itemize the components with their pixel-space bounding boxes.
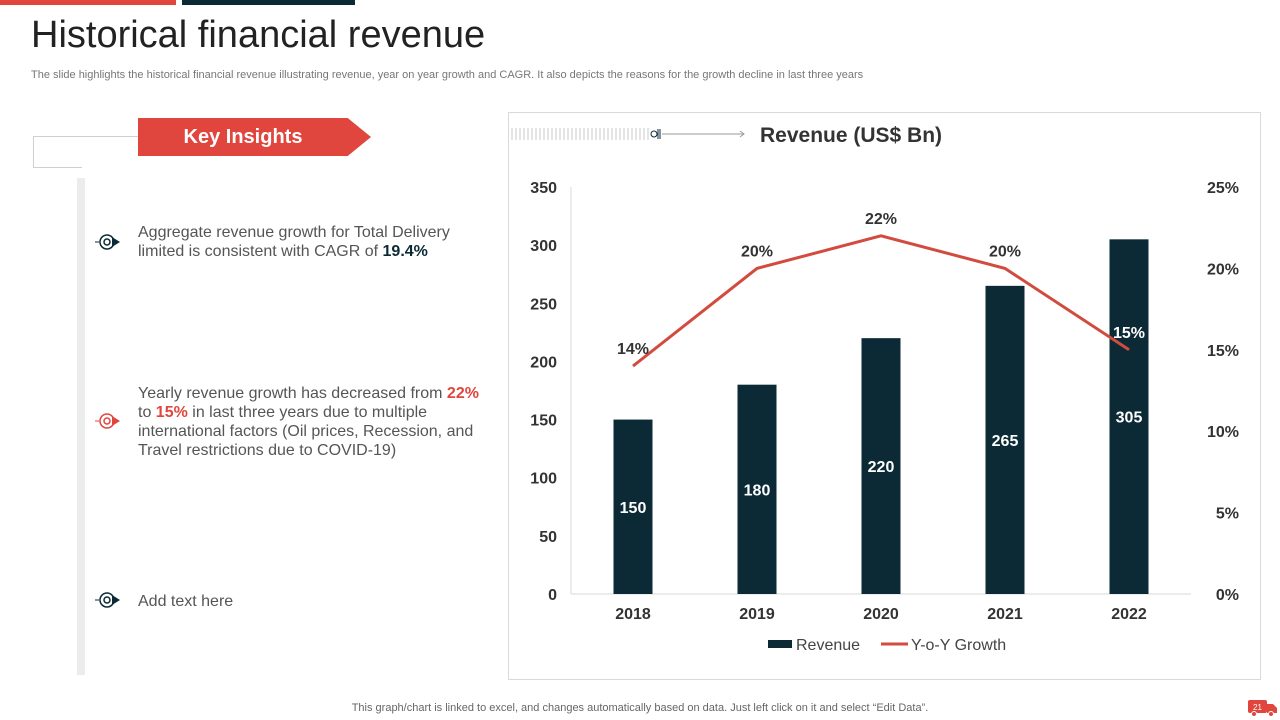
revenue-bar	[985, 285, 1025, 594]
revenue-bar	[1109, 239, 1149, 594]
insight-item-1: Aggregate revenue growth for Total Deliv…	[138, 223, 483, 261]
y-left-tick-label: 0	[548, 587, 557, 604]
top-accent-bar-dark	[182, 0, 355, 5]
growth-data-label: 20%	[989, 243, 1021, 260]
page-number-badge: 21	[1248, 700, 1277, 717]
revenue-data-label: 220	[868, 459, 895, 476]
page-number: 21	[1253, 703, 1262, 712]
revenue-data-label: 265	[992, 433, 1019, 450]
y-right-tick-label: 25%	[1207, 180, 1239, 197]
top-accent-bar-red	[0, 0, 176, 5]
insight-item-3: Add text here	[138, 592, 483, 611]
growth-data-label: 20%	[741, 243, 773, 260]
y-right-tick-label: 15%	[1207, 343, 1239, 360]
insight-2-value-from: 22%	[446, 385, 479, 402]
revenue-bar	[613, 419, 653, 594]
x-tick-label: 2022	[1111, 606, 1147, 623]
y-right-tick-label: 10%	[1207, 424, 1239, 441]
x-tick-label: 2020	[863, 606, 899, 623]
revenue-data-label: 150	[620, 500, 647, 517]
insight-1-cagr-value: 19.4%	[382, 243, 428, 260]
revenue-chart: Revenue (US$ Bn) 0 50 100 150 200 250 300 350 0%…	[511, 124, 1239, 654]
x-tick-label: 2018	[615, 606, 651, 623]
y-right-tick-label: 0%	[1216, 587, 1239, 604]
chart-title: Revenue (US$ Bn)	[760, 124, 942, 147]
y-right-tick-label: 20%	[1207, 261, 1239, 278]
bracket-link-line	[81, 136, 138, 137]
legend-label-growth: Y-o-Y Growth	[911, 637, 1006, 654]
growth-line	[632, 234, 1130, 368]
y-left-tick-label: 350	[530, 180, 557, 197]
legend-swatch-revenue	[768, 640, 792, 648]
growth-data-label: 22%	[865, 211, 897, 228]
y-left-tick-label: 100	[530, 471, 557, 488]
insight-1-text: Aggregate revenue growth for Total Deliv…	[138, 224, 450, 260]
y-left-tick-label: 250	[530, 296, 557, 313]
target-icon	[95, 234, 120, 250]
growth-data-label: 14%	[617, 341, 649, 358]
revenue-data-label: 180	[744, 482, 771, 499]
footer-note: This graph/chart is linked to excel, and…	[351, 702, 929, 714]
target-icon	[95, 413, 120, 429]
insight-item-2: Yearly revenue growth has decreased from…	[138, 384, 483, 460]
y-left-tick-label: 300	[530, 238, 557, 255]
y-left-tick-label: 50	[539, 529, 557, 546]
y-left-tick-label: 150	[530, 413, 557, 430]
key-insights-banner	[138, 118, 371, 156]
chart-header-decoration	[511, 128, 745, 140]
insight-2-text-a: Yearly revenue growth has decreased from	[138, 385, 447, 402]
y-right-tick-label: 5%	[1216, 506, 1239, 523]
vertical-rail	[77, 178, 85, 675]
revenue-bar	[861, 338, 901, 594]
page-subtitle: The slide highlights the historical fina…	[31, 69, 864, 81]
bracket-decoration	[33, 136, 82, 168]
legend-label-revenue: Revenue	[796, 637, 860, 654]
revenue-bar	[737, 384, 777, 594]
insight-3-text: Add text here	[138, 593, 234, 610]
x-tick-label: 2021	[987, 606, 1023, 623]
key-insights-label: Key Insights	[183, 126, 303, 148]
revenue-data-label: 305	[1116, 410, 1143, 427]
x-tick-label: 2019	[739, 606, 775, 623]
growth-data-label: 15%	[1113, 325, 1145, 342]
y-left-tick-label: 200	[530, 354, 557, 371]
insight-2-value-to: 15%	[155, 404, 188, 421]
insight-2-text-c: in last three years due to multiple inte…	[138, 404, 474, 459]
insight-2-text-b: to	[138, 404, 156, 421]
target-icon	[95, 592, 120, 608]
page-title: Historical financial revenue	[31, 14, 486, 56]
